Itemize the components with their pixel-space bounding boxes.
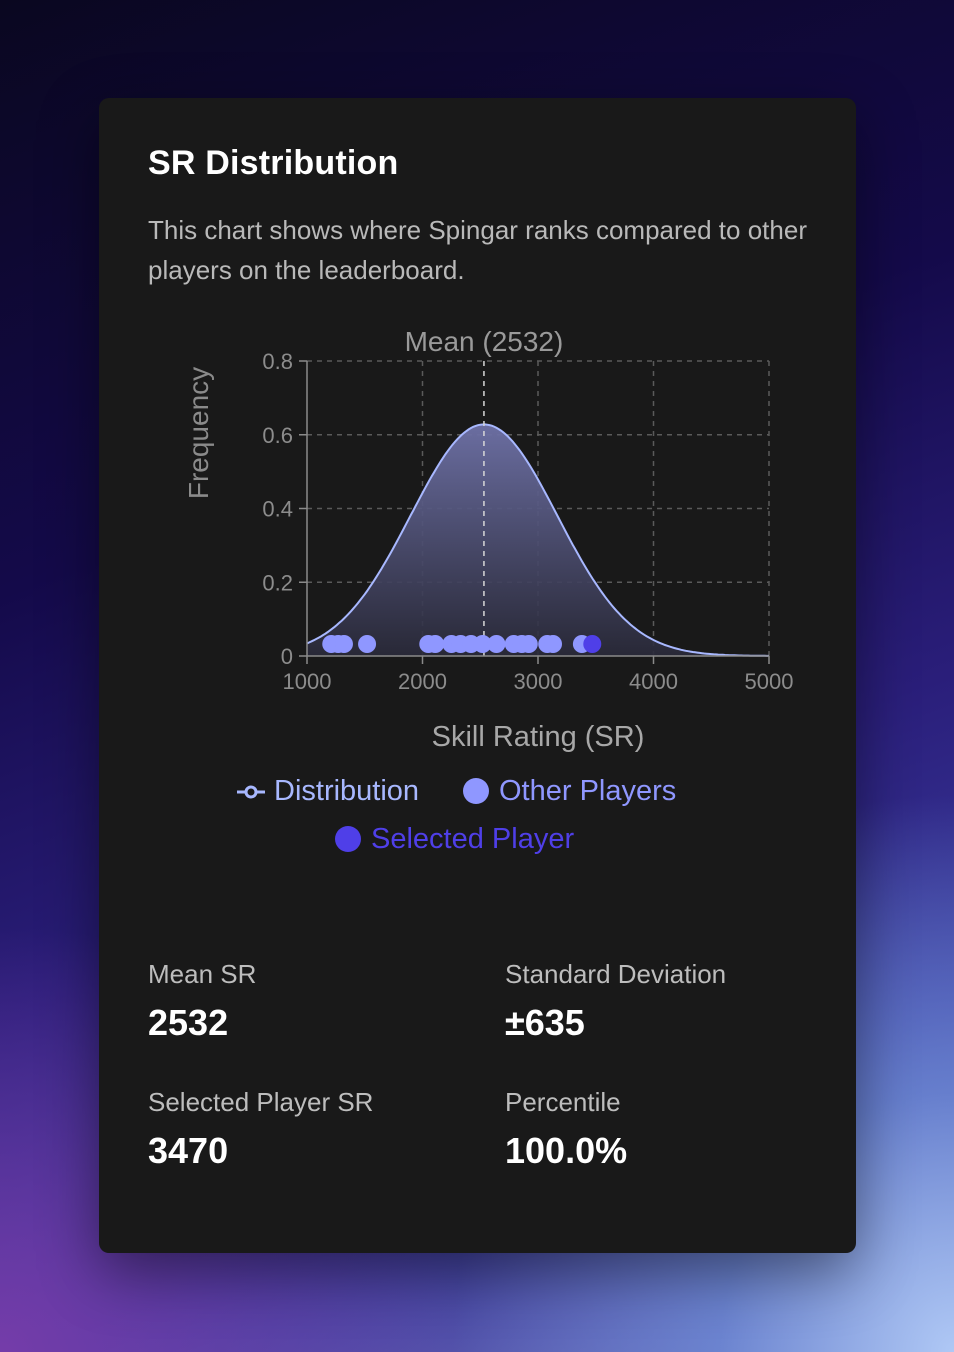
card-description: This chart shows where Spingar ranks com… [148,215,807,285]
other-player-point [487,635,506,653]
stat-label: Percentile [505,1087,621,1117]
legend-other-players-marker [463,778,489,804]
card-title: SR Distribution [148,144,399,182]
y-tick-label: 0.6 [262,423,293,448]
stat-label: Selected Player SR [148,1087,374,1117]
stat-value: ±635 [505,1002,585,1043]
stat-selected-player-sr: Selected Player SR 3470 [148,1086,468,1172]
other-player-point [473,635,492,653]
x-tick-label: 1000 [283,669,332,694]
stat-label: Mean SR [148,959,257,989]
other-player-point [519,635,538,653]
x-axis-label: Skill Rating (SR) [432,721,645,753]
legend-selected-player-marker [335,826,361,852]
stat-value: 3470 [148,1130,229,1171]
y-tick-label: 0 [281,644,293,669]
stat-percentile: Percentile 100.0% [505,1086,825,1172]
stat-mean-sr: Mean SR 2532 [148,958,468,1044]
legend-other-players-label: Other Players [499,775,676,807]
y-axis-label: Frequency [183,367,214,499]
mean-line-label: Mean (2532) [405,326,564,357]
y-tick-label: 0.4 [262,497,293,522]
selected-player-point [583,635,602,653]
y-tick-label: 0.2 [262,570,293,595]
legend-distribution-label: Distribution [274,775,419,807]
sr-distribution-card: SR Distribution This chart shows where S… [99,98,856,1253]
legend-distribution-marker [244,785,258,799]
other-player-point [426,635,445,653]
other-player-point [358,635,377,653]
stat-value: 2532 [148,1002,229,1043]
other-player-point [544,635,563,653]
distribution-area [307,424,769,656]
x-tick-label: 2000 [398,669,447,694]
stat-standard-deviation: Standard Deviation ±635 [505,958,825,1044]
stat-label: Standard Deviation [505,959,727,989]
y-tick-label: 0.8 [262,349,293,374]
legend-selected-player-label: Selected Player [371,823,574,855]
x-tick-label: 5000 [745,669,794,694]
other-player-point [334,635,353,653]
stat-value: 100.0% [505,1130,628,1171]
x-tick-label: 4000 [629,669,678,694]
distribution-chart: Mean (2532) 1000 2000 3000 4000 5000 0 0.2 0.4 0.… [183,326,794,855]
distribution-line [306,423,769,657]
x-tick-label: 3000 [514,669,563,694]
